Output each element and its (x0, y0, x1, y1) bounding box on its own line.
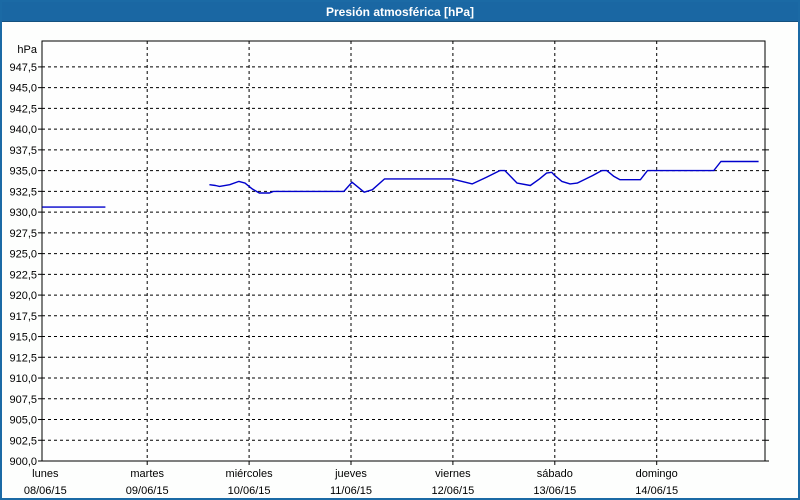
y-tick-label: 907,5 (9, 394, 37, 406)
y-tick-label: 917,5 (9, 311, 37, 323)
y-tick-label: 925,0 (9, 249, 37, 261)
title-bar: Presión atmosférica [hPa] (2, 2, 798, 22)
x-day-date-label: 11/06/15 (330, 485, 372, 497)
y-tick-label: 912,5 (9, 352, 37, 364)
y-tick-label: 900,0 (9, 456, 37, 468)
y-tick-label: 905,0 (9, 415, 37, 427)
x-day-date-label: 09/06/15 (126, 485, 169, 497)
y-tick-label: 935,0 (9, 166, 37, 178)
y-tick-label: 910,0 (9, 373, 37, 385)
plot-frame (41, 40, 766, 462)
x-day-name-label: sábado (537, 468, 573, 480)
x-day-date-label: 14/06/15 (635, 485, 678, 497)
x-day-name-label: lunes (32, 468, 59, 480)
y-axis-unit-label: hPa (17, 44, 37, 56)
y-tick-label: 937,5 (9, 145, 37, 157)
x-day-date-label: 13/06/15 (533, 485, 576, 497)
x-day-date-label: 10/06/15 (228, 485, 271, 497)
y-tick-label: 940,0 (9, 124, 37, 136)
y-tick-label: 902,5 (9, 435, 37, 447)
x-day-date-label: 08/06/15 (24, 485, 67, 497)
x-day-name-label: domingo (636, 468, 678, 480)
x-day-name-label: miércoles (226, 468, 274, 480)
y-tick-label: 932,5 (9, 186, 37, 198)
x-day-name-label: jueves (334, 468, 367, 480)
y-tick-label: 947,5 (9, 62, 37, 74)
y-tick-label: 945,0 (9, 83, 37, 95)
y-tick-label: 922,5 (9, 269, 37, 281)
x-day-date-label: 12/06/15 (431, 485, 474, 497)
y-tick-label: 942,5 (9, 103, 37, 115)
y-tick-label: 927,5 (9, 228, 37, 240)
x-day-name-label: viernes (435, 468, 471, 480)
y-tick-label: 930,0 (9, 207, 37, 219)
chart-title: Presión atmosférica [hPa] (325, 4, 475, 19)
y-tick-label: 920,0 (9, 290, 37, 302)
pressure-series-line (209, 160, 759, 194)
y-tick-label: 915,0 (9, 332, 37, 344)
x-day-name-label: martes (130, 468, 164, 480)
